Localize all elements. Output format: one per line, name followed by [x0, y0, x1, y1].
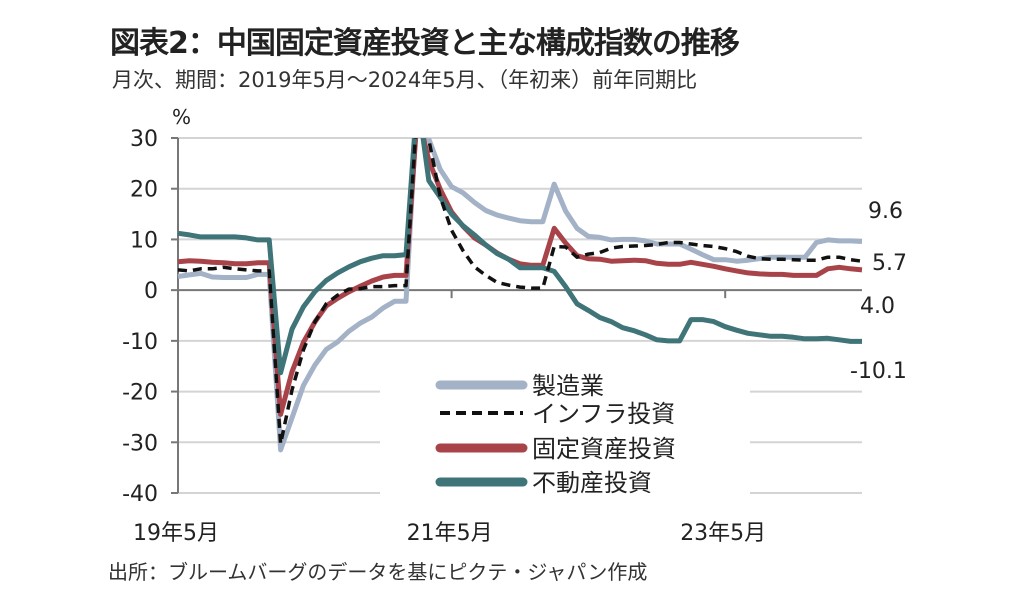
y-tick-label: -30 — [122, 431, 158, 456]
y-tick-label: 30 — [130, 127, 158, 152]
end-value-label: 4.0 — [860, 294, 895, 319]
end-value-label: -10.1 — [850, 359, 907, 384]
end-value-label: 5.7 — [872, 251, 907, 276]
chart-title: 図表2：中国固定資産投資と主な構成指数の推移 — [110, 26, 740, 61]
legend-label-1: インフラ投資 — [532, 400, 675, 428]
y-tick-label: -10 — [122, 330, 158, 355]
series-line-1 — [177, 138, 863, 446]
y-tick-label: -20 — [122, 381, 158, 406]
chart-subtitle: 月次、期間：2019年5月～2024年5月、（年初来）前年同期比 — [112, 68, 698, 92]
y-axis-unit: % — [172, 105, 191, 129]
source-note: 出所：ブルームバーグのデータを基にピクテ・ジャパン作成 — [108, 560, 648, 584]
legend-label-0: 製造業 — [532, 372, 604, 400]
x-tick-label: 23年5月 — [680, 521, 766, 546]
series-line-3 — [177, 138, 862, 376]
y-tick-label: 10 — [130, 228, 158, 253]
series-line-0 — [177, 138, 863, 453]
x-tick-label: 21年5月 — [407, 521, 493, 546]
y-tick-label: 20 — [130, 178, 158, 203]
x-tick-label: 19年5月 — [133, 521, 219, 546]
legend-label-3: 不動産投資 — [532, 469, 652, 497]
legend-label-2: 固定資産投資 — [532, 435, 676, 463]
y-tick-label: 0 — [144, 279, 158, 304]
y-tick-label: -40 — [122, 482, 158, 507]
series-line-2 — [177, 138, 863, 417]
end-value-label: 9.6 — [868, 199, 903, 224]
